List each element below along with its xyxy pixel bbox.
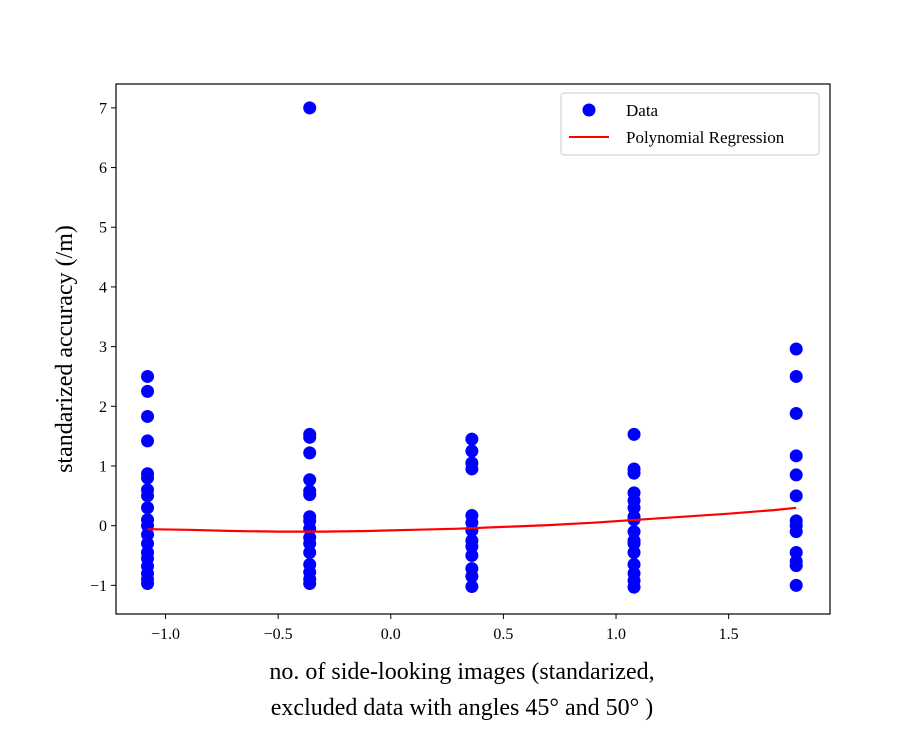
data-point [465,580,479,594]
data-point [627,427,641,441]
data-point [303,101,317,115]
y-tick-label: 7 [99,100,107,117]
regression-line [147,506,797,533]
data-point [789,342,803,356]
y-tick-label: 4 [99,279,107,296]
plot-frame [115,83,831,615]
data-point [627,466,641,480]
y-tick-label: 0 [99,518,107,535]
data-point [303,488,317,502]
y-axis-title: standarized accuracy (/m) [52,225,78,473]
data-point [789,578,803,592]
data-point [627,557,641,571]
x-axis-title-line-1: no. of side-looking images (standarized, [269,659,654,685]
data-point [465,549,479,563]
data-point [141,537,155,551]
data-point [141,471,155,485]
y-tick-label: −1 [90,578,107,595]
data-point [627,501,641,515]
data-point [303,446,317,460]
data-point [789,546,803,560]
data-point [789,468,803,482]
data-point [303,577,317,591]
x-axis-title-line-2: excluded data with angles 45° and 50° ) [271,695,653,721]
y-tick-label: 5 [99,220,107,237]
data-point [303,546,317,560]
data-point [789,369,803,383]
data-point [789,449,803,463]
x-tick-label: −1.0 [151,626,180,643]
y-tick-label: 2 [99,399,107,416]
x-tick-label: −0.5 [264,626,293,643]
x-tick-label: 1.5 [719,626,739,643]
data-point [465,462,479,476]
data-point [465,432,479,446]
data-point [627,580,641,594]
legend-label-regression: Polynomial Regression [626,128,785,147]
data-point [141,434,155,448]
data-point [627,537,641,551]
data-point [465,569,479,583]
legend-box [560,92,820,156]
data-point [141,501,155,515]
axes-layer: −1.0 −0.5 0.0 0.5 1.0 1.5 −1 0 1 2 3 4 5 6 7 [90,100,739,643]
data-point [141,384,155,398]
marks-layer [141,101,803,594]
data-point [141,409,155,423]
x-tick-label: 0.5 [493,626,513,643]
y-tick-label: 1 [99,458,107,475]
data-point [141,369,155,383]
data-point [303,430,317,444]
legend-label-data: Data [626,101,659,120]
data-point [141,489,155,503]
data-point [141,577,155,591]
data-point [789,525,803,539]
data-point [789,559,803,573]
data-point [627,525,641,539]
data-point [627,546,641,560]
data-point [789,406,803,420]
data-point [141,528,155,542]
y-tick-label: 3 [99,339,107,356]
x-tick-label: 1.0 [606,626,626,643]
data-point [789,489,803,503]
legend-marker-data [582,103,596,117]
data-point [303,537,317,551]
data-point [465,540,479,554]
y-tick-label: 6 [99,160,107,177]
data-point [465,444,479,458]
legend: Data Polynomial Regression [560,92,820,156]
x-tick-label: 0.0 [381,626,401,643]
data-point [303,473,317,487]
